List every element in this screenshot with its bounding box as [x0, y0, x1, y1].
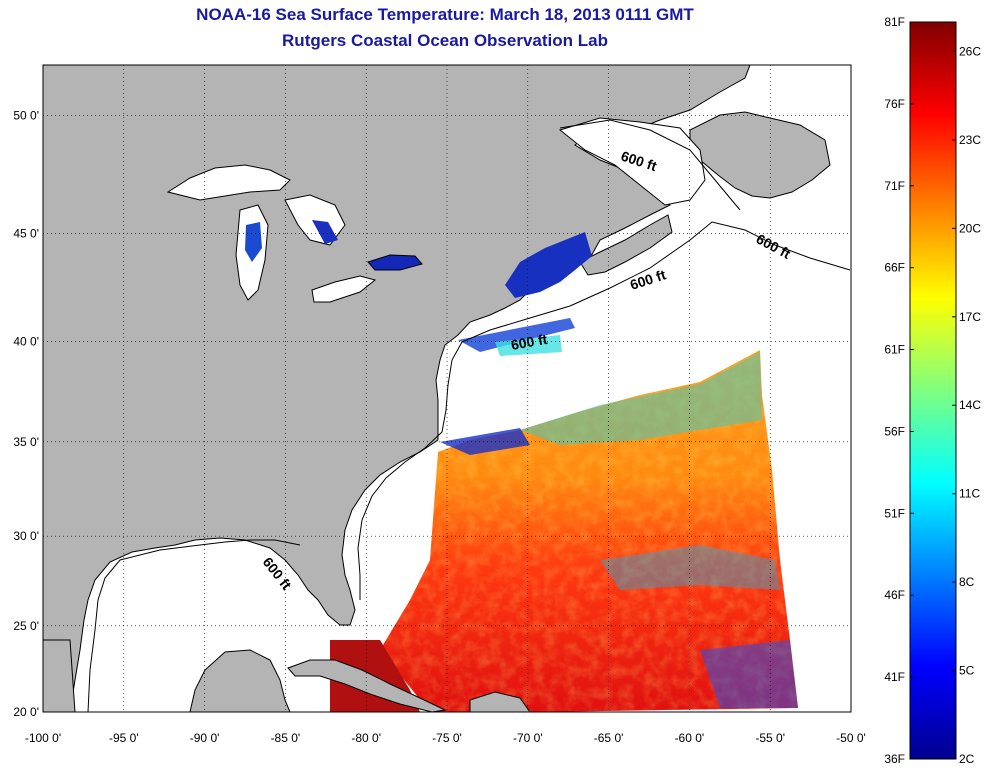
colorbar-f-label: 41F: [884, 670, 905, 684]
land-hispaniola: [469, 691, 531, 712]
lon-tick-label: -90 0': [190, 731, 220, 745]
lon-tick-label: -50 0': [836, 731, 866, 745]
lake-superior: [166, 164, 291, 201]
gulf-of-maine-cold: [505, 232, 592, 298]
chart-title: NOAA-16 Sea Surface Temperature: March 1…: [196, 5, 694, 24]
lat-tick-label: 20 0': [13, 705, 39, 719]
sst-swath: [330, 318, 798, 712]
colorbar-c-label: 26C: [959, 44, 981, 58]
lon-tick-label: -95 0': [109, 731, 139, 745]
lon-tick-label: -85 0': [271, 731, 301, 745]
lat-tick-label: 50 0': [13, 109, 39, 123]
lon-tick-label: -60 0': [675, 731, 705, 745]
lon-tick-label: -65 0': [594, 731, 624, 745]
land-yucatan: [189, 649, 291, 712]
colorbar-c-label: 14C: [959, 398, 981, 412]
chart-subtitle: Rutgers Coastal Ocean Observation Lab: [282, 31, 608, 50]
colorbar-c-label: 17C: [959, 310, 981, 324]
lake-erie: [311, 275, 377, 303]
lake-ontario: [367, 254, 423, 271]
lon-tick-labels: -100 0' -95 0' -90 0' -85 0' -80 0' -75 0' -70…: [25, 731, 866, 745]
colorbar-c-label: 20C: [959, 221, 981, 235]
lon-tick-label: -70 0': [513, 731, 543, 745]
colorbar-f-label: 76F: [884, 97, 905, 111]
lat-tick-label: 40 0': [13, 334, 39, 348]
colorbar-c-label: 23C: [959, 133, 981, 147]
colorbar-c-label: 8C: [959, 575, 975, 589]
colorbar-c-label: 2C: [959, 752, 975, 766]
lon-tick-label: -55 0': [755, 731, 785, 745]
lake-michigan-cold: [245, 222, 262, 262]
graticule: [43, 65, 851, 712]
map-border: [42, 64, 852, 713]
colorbar-c-label: 11C: [959, 487, 980, 501]
colorbar-f-label: 66F: [884, 261, 905, 275]
colorbar-f-label: 61F: [884, 343, 905, 357]
lat-tick-label: 25 0': [13, 619, 39, 633]
lat-tick-label: 35 0': [13, 435, 39, 449]
land-newfoundland: [689, 111, 831, 199]
colorbar-f-label: 81F: [884, 15, 905, 29]
colorbar-f-label: 36F: [884, 752, 905, 766]
contour-600ft-north: [559, 119, 741, 211]
colorbar-f-label: 56F: [884, 424, 905, 438]
colorbar-f-label: 71F: [884, 179, 905, 193]
land-cuba: [287, 659, 447, 712]
colorbar-c-label: 5C: [959, 664, 975, 678]
contour-label: 600 ft: [510, 331, 549, 353]
lon-tick-label: -80 0': [351, 731, 381, 745]
land-nova-scotia: [579, 214, 673, 276]
colorbar: [909, 21, 957, 760]
lon-tick-label: -100 0': [25, 731, 61, 745]
lake-huron-cold: [312, 220, 338, 244]
lon-tick-label: -75 0': [432, 731, 462, 745]
lat-tick-label: 45 0': [13, 226, 39, 240]
colorbar-f-label: 46F: [884, 588, 905, 602]
lat-tick-labels: 20 0' 25 0' 30 0' 35 0' 40 0' 45 0' 50 0': [13, 109, 39, 719]
colorbar-labels: 81F 76F 71F 66F 61F 56F 51F 46F 41F 36F 26C 23C 20C 1…: [884, 15, 981, 766]
contour-600ft: [87, 221, 851, 712]
lat-tick-label: 30 0': [13, 529, 39, 543]
land-mexico: [43, 639, 76, 712]
colorbar-f-label: 51F: [884, 506, 905, 520]
